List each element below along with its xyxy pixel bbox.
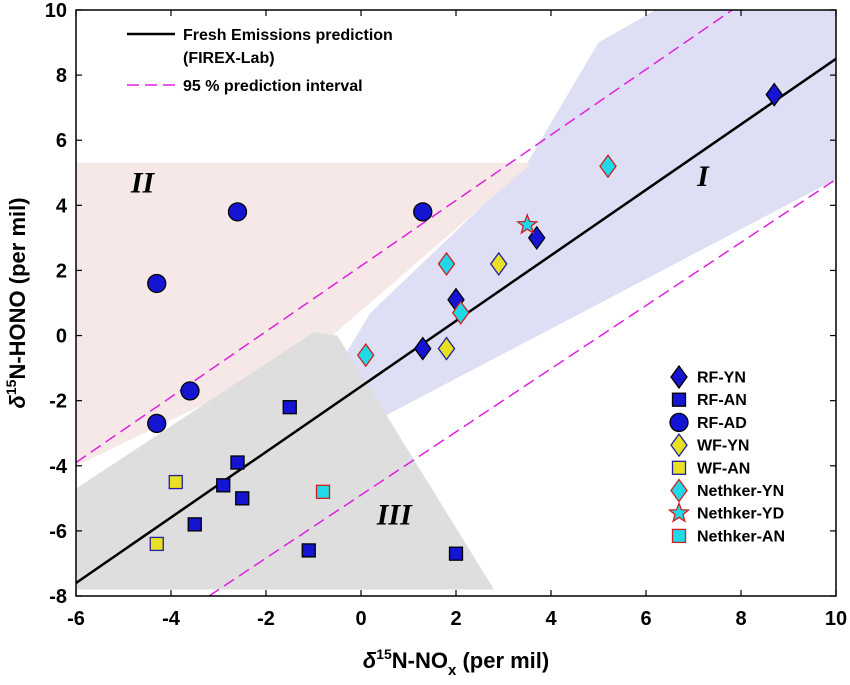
data-point: [413, 336, 432, 361]
x-tick-label: -2: [257, 608, 275, 630]
data-point: [230, 455, 245, 470]
data-point: [489, 251, 508, 277]
y-axis-label: δ15N-HONO (per mil): [3, 197, 30, 408]
series-rf-an: [187, 400, 464, 561]
region-label-i: I: [696, 160, 710, 193]
series-nethker-yn: [356, 154, 617, 368]
data-point: [147, 273, 167, 294]
prediction-interval-upper-line: [76, 10, 734, 464]
series-wf-an: [149, 474, 183, 552]
legend-swatch-rf-yn: [670, 364, 688, 390]
data-point: [315, 484, 331, 499]
data-point: [515, 213, 539, 235]
data-point: [301, 543, 316, 558]
data-point: [437, 251, 456, 277]
x-tick-label: 8: [735, 608, 746, 630]
data-point: [448, 546, 464, 561]
legend-label-nethker-yd: Nethker-YD: [697, 506, 784, 523]
data-point: [168, 474, 183, 490]
data-point: [235, 491, 250, 506]
data-point: [451, 300, 470, 325]
legend-label-wf-an: WF-AN: [697, 460, 750, 477]
legend-top: Fresh Emissions prediction (FIREX-Lab) 9…: [127, 27, 393, 95]
data-point: [765, 82, 784, 107]
data-point: [413, 202, 433, 222]
y-tick-label: 2: [56, 260, 67, 282]
series-nethker-an: [315, 484, 331, 499]
fit-line: [76, 57, 836, 585]
x-tick-label: -4: [162, 608, 181, 630]
legend-interval-label: 95 % prediction interval: [183, 78, 363, 95]
region-iii: [76, 332, 494, 590]
y-tick-label: -6: [49, 521, 67, 543]
series-nethker-yd: [515, 213, 539, 235]
x-tick-label: -6: [67, 608, 85, 630]
legend-fit-line-label-line2: (FIREX-Lab): [183, 50, 275, 67]
region-label-ii: II: [130, 166, 156, 199]
y-tick-label: -8: [49, 586, 67, 608]
legend-label-rf-ad: RF-AD: [697, 415, 747, 432]
x-axis-label: δ15N-NOx (per mil): [363, 646, 549, 679]
legend-swatch-wf-an: [671, 460, 687, 475]
legend-swatch-rf-ad: [669, 412, 689, 433]
legend-series: RF-YN RF-AN RF-AD WF-YN WF-AN Nethker-YN Nethk…: [667, 364, 785, 545]
legend-swatch-nethker-an: [671, 528, 687, 544]
x-tick-label: 6: [640, 608, 651, 630]
y-tick-label: -2: [49, 391, 67, 413]
data-point: [147, 413, 167, 434]
x-tick-label: 0: [355, 608, 366, 630]
x-tick-label: 2: [450, 608, 461, 630]
legend-label-wf-yn: WF-YN: [697, 438, 749, 455]
legend-label-nethker-an: Nethker-AN: [697, 528, 785, 545]
data-point: [437, 336, 456, 361]
y-tick-label: 0: [56, 326, 67, 348]
data-point: [599, 154, 617, 179]
legend-swatch-wf-yn: [670, 432, 688, 458]
y-tick-label: 4: [56, 195, 68, 217]
region-label-iii: III: [376, 498, 413, 531]
data-point: [187, 517, 202, 532]
data-point: [282, 400, 297, 415]
data-point: [180, 381, 200, 401]
region-i: [313, 10, 836, 424]
series-wf-yn: [437, 251, 508, 361]
legend-label-rf-yn: RF-YN: [697, 370, 746, 387]
x-tick-label: 4: [545, 608, 557, 630]
legend-label-nethker-yn: Nethker-YN: [697, 483, 784, 500]
legend-swatch-nethker-yd: [667, 501, 691, 523]
legend-swatch-rf-an: [671, 392, 687, 407]
data-point: [356, 342, 375, 368]
series-rf-ad: [147, 202, 433, 434]
data-point: [149, 536, 164, 552]
y-tick-label: -4: [49, 456, 68, 478]
x-tick-label: 10: [825, 608, 847, 630]
y-tick-label: 10: [45, 0, 67, 22]
y-tick-label: 8: [56, 65, 67, 87]
legend-swatch-nethker-yn: [670, 478, 688, 503]
legend-label-rf-an: RF-AN: [697, 392, 747, 409]
legend-fit-line-label: Fresh Emissions prediction: [183, 27, 393, 44]
y-tick-label: 6: [56, 130, 67, 152]
data-point: [216, 478, 231, 493]
data-point: [227, 202, 248, 222]
